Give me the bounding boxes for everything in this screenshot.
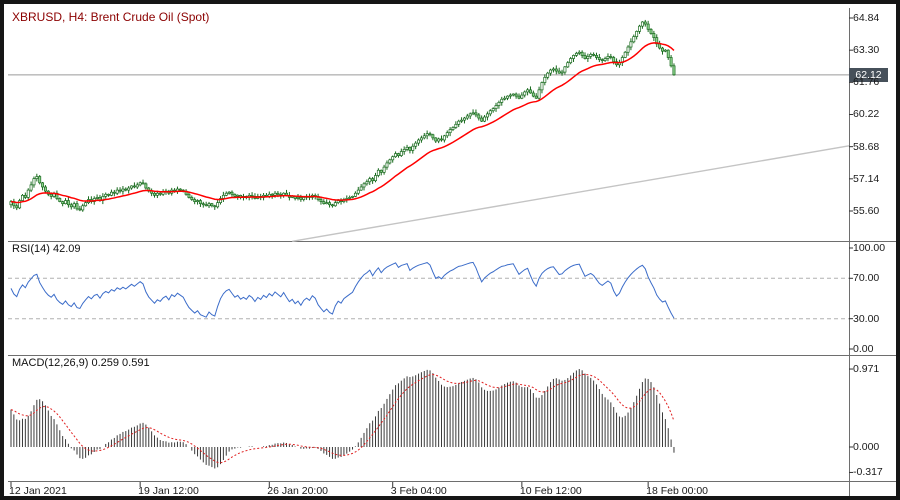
chart-canvas[interactable]: [4, 4, 900, 500]
